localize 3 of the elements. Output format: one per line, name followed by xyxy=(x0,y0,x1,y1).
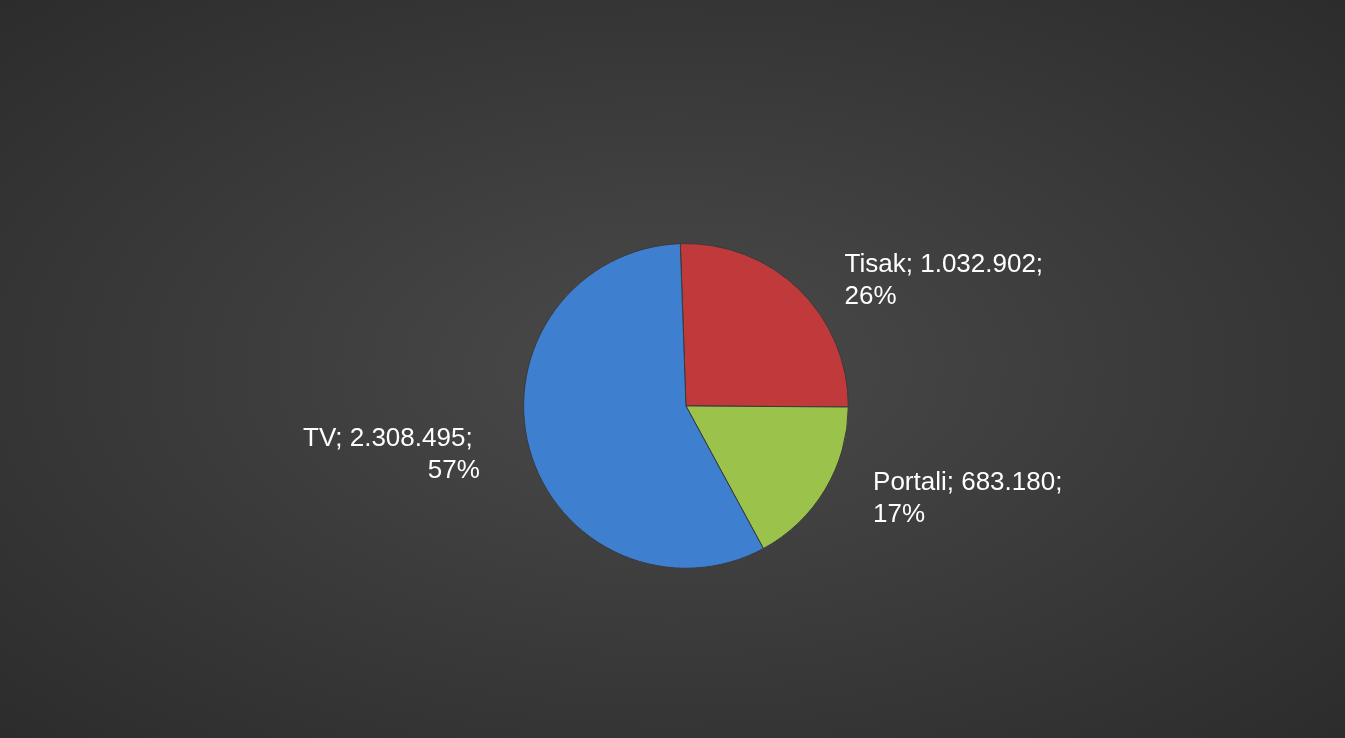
slice-label: Portali; 683.180; 17% xyxy=(873,466,1070,529)
slice-label: TV; 2.308.495; 57% xyxy=(303,421,480,484)
slice-label: Tisak; 1.032.902; 26% xyxy=(844,247,1051,310)
